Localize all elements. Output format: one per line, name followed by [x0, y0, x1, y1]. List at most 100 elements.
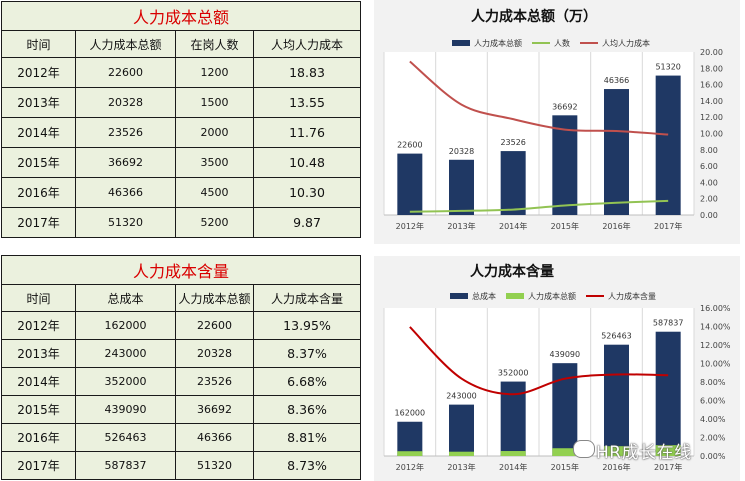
table-cell: 23526 — [175, 367, 254, 396]
table-cell: 8.36% — [252, 395, 362, 424]
bar — [552, 448, 578, 456]
table-cell: 13.95% — [252, 311, 362, 340]
table-cell: 8.73% — [252, 451, 362, 480]
table-cell: 5200 — [175, 207, 254, 238]
right-axis-tick-label: 6.00 — [700, 162, 718, 171]
bar — [604, 344, 629, 456]
legend-swatch — [450, 293, 468, 299]
table-cell: 36692 — [75, 147, 176, 178]
labor-cost-ratio-table: 人力成本含量 时间 总成本 人力成本总额 人力成本含量 2012年 162000… — [0, 255, 362, 480]
x-axis-tick-label: 2013年 — [447, 462, 475, 472]
chart-panel-labor-cost-total: 人力成本总额（万） 人力成本总额 人数 人均人力成本 0.00 2.00 4.00 6.00 8… — [374, 0, 740, 244]
table-cell: 20328 — [175, 339, 254, 368]
table-cell: 11.76 — [252, 117, 362, 148]
x-axis-tick-label: 2017年 — [654, 221, 682, 231]
bar — [552, 115, 578, 215]
x-axis-tick-label: 2013年 — [447, 221, 475, 231]
bar — [449, 159, 474, 215]
right-axis-tick-label: 14.00% — [700, 323, 731, 332]
bar — [397, 451, 423, 456]
table-cell: 2014年 — [1, 367, 76, 396]
table-cell: 46366 — [175, 423, 254, 452]
table-cell: 10.48 — [252, 147, 362, 178]
right-axis-tick-label: 10.00 — [700, 130, 723, 139]
table-cell: 10.30 — [252, 177, 362, 208]
column-header: 人力成本总额 — [175, 284, 254, 312]
x-axis-tick-label: 2012年 — [396, 221, 424, 231]
table-cell: 36692 — [175, 395, 254, 424]
table-title: 人力成本含量 — [0, 255, 362, 285]
table-cell: 8.81% — [252, 423, 362, 452]
legend-swatch — [506, 293, 524, 299]
column-header: 人均人力成本 — [252, 30, 362, 58]
right-axis-tick-label: 12.00 — [700, 113, 723, 122]
labor-cost-total-chart: 人力成本总额（万） 人力成本总额 人数 人均人力成本 0.00 2.00 4.00 6.00 8… — [383, 8, 723, 231]
x-axis-tick-label: 2016年 — [602, 221, 630, 231]
column-header: 总成本 — [75, 284, 176, 312]
legend-swatch — [452, 40, 470, 46]
series-line — [409, 60, 669, 136]
column-header: 人力成本总额 — [75, 30, 176, 58]
table-cell: 6.68% — [252, 367, 362, 396]
table-cell: 2017年 — [1, 207, 76, 238]
table-cell: 587837 — [75, 451, 176, 480]
table-cell: 2016年 — [1, 423, 76, 452]
column-header: 人力成本含量 — [252, 284, 362, 312]
column-header: 时间 — [1, 284, 76, 312]
table-cell: 2012年 — [1, 57, 76, 88]
table-cell: 13.55 — [252, 87, 362, 118]
data-label: 46366 — [604, 76, 629, 85]
wechat-icon — [573, 440, 595, 458]
table-cell: 23526 — [75, 117, 176, 148]
bar — [449, 451, 474, 456]
table-cell: 1500 — [175, 87, 254, 118]
data-label: 243000 — [446, 392, 477, 401]
table-cell: 2013年 — [1, 339, 76, 368]
series-line — [409, 199, 669, 213]
table-cell: 243000 — [75, 339, 176, 368]
right-axis-tick-label: 10.00% — [700, 360, 731, 369]
table-cell: 439090 — [75, 395, 176, 424]
legend-label: 总成本 — [472, 291, 496, 301]
legend-label: 人均人力成本 — [602, 38, 650, 48]
table-row: 2012年 162000 22600 13.95% — [1, 311, 362, 340]
table-row: 2014年 23526 2000 11.76 — [1, 117, 362, 148]
right-axis-tick-label: 14.00 — [700, 97, 723, 106]
bar — [604, 89, 629, 215]
right-axis-tick-label: 6.00% — [700, 397, 726, 406]
table-cell: 51320 — [175, 451, 254, 480]
table-cell: 9.87 — [252, 207, 362, 238]
bar — [397, 421, 423, 456]
right-axis-tick-label: 4.00 — [700, 178, 718, 187]
data-label: 587837 — [653, 319, 684, 328]
data-label: 36692 — [552, 102, 577, 111]
right-axis-tick-label: 12.00% — [700, 341, 731, 350]
table-cell: 2012年 — [1, 311, 76, 340]
table-cell: 4500 — [175, 177, 254, 208]
labor-cost-total-table: 人力成本总额 时间 人力成本总额 在岗人数 人均人力成本 2012年 22600… — [0, 1, 362, 238]
column-header: 在岗人数 — [175, 30, 254, 58]
table-cell: 2016年 — [1, 177, 76, 208]
table-cell: 51320 — [75, 207, 176, 238]
table-cell: 2015年 — [1, 395, 76, 424]
series-line — [409, 326, 669, 396]
table-cell: 22600 — [75, 57, 176, 88]
table-cell: 526463 — [75, 423, 176, 452]
bar — [604, 446, 629, 456]
watermark: HR成长在线 — [596, 443, 692, 463]
data-label: 22600 — [397, 141, 422, 150]
right-axis-tick-label: 18.00 — [700, 64, 723, 73]
chart-panel-labor-cost-ratio: 人力成本含量 总成本 人力成本总额 人力成本含量 0.00% 2.00% 4.00% 6.00… — [374, 256, 740, 481]
data-label: 23526 — [500, 138, 525, 147]
table-cell: 8.37% — [252, 339, 362, 368]
table-cell: 20328 — [75, 87, 176, 118]
right-axis-tick-label: 4.00% — [700, 415, 726, 424]
legend-label: 人力成本总额 — [474, 38, 522, 48]
table-cell: 2015年 — [1, 147, 76, 178]
table-row: 2014年 352000 23526 6.68% — [1, 367, 362, 396]
table-row: 2017年 587837 51320 8.73% — [1, 451, 362, 480]
bar — [397, 153, 423, 215]
table-cell: 2013年 — [1, 87, 76, 118]
x-axis-tick-label: 2017年 — [654, 462, 682, 472]
table-row: 2016年 46366 4500 10.30 — [1, 177, 362, 208]
